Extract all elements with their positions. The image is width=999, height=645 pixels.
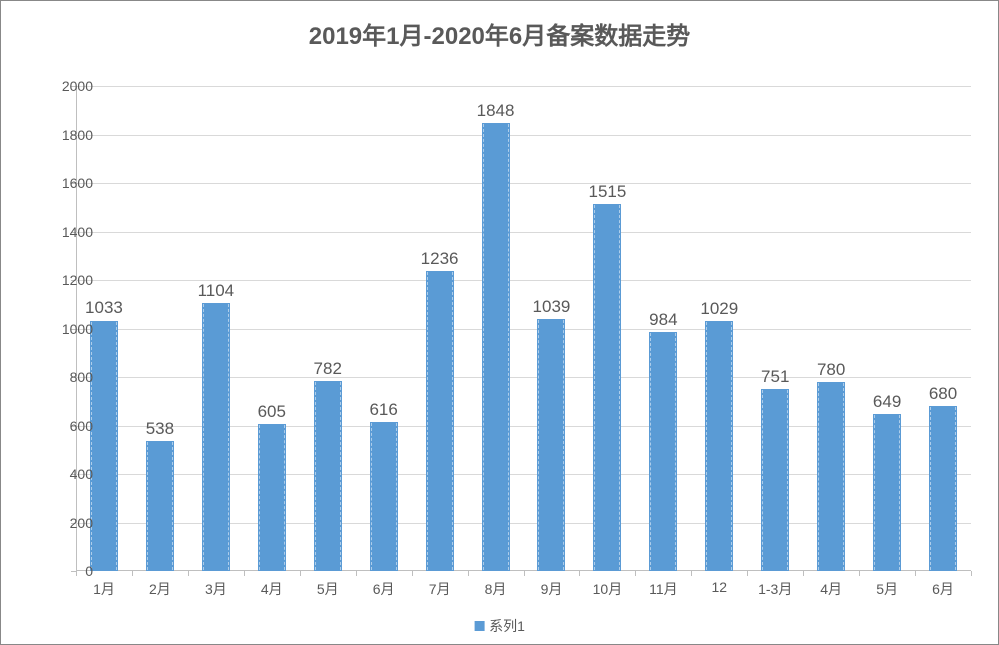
x-tick	[859, 571, 860, 576]
bar	[314, 381, 342, 571]
grid-line	[76, 86, 971, 87]
data-label: 1039	[533, 297, 571, 317]
x-tick	[188, 571, 189, 576]
x-axis-label: 3月	[205, 579, 227, 599]
x-axis-label: 10月	[593, 579, 623, 599]
data-label: 1848	[477, 101, 515, 121]
data-label: 984	[649, 310, 677, 330]
bar	[817, 382, 845, 571]
bar	[537, 319, 565, 571]
x-axis-label: 4月	[820, 579, 842, 599]
y-axis-label: 2000	[33, 78, 93, 94]
x-axis-label: 6月	[373, 579, 395, 599]
x-axis-label: 5月	[317, 579, 339, 599]
y-axis-label: 400	[33, 466, 93, 482]
x-axis-label: 5月	[876, 579, 898, 599]
bar	[426, 271, 454, 571]
chart-container: 2019年1月-2020年6月备案数据走势 系列1 0 200 400 600 800 1…	[0, 0, 999, 645]
chart-title: 2019年1月-2020年6月备案数据走势	[1, 1, 998, 51]
x-tick	[244, 571, 245, 576]
data-label: 649	[873, 392, 901, 412]
data-label: 616	[369, 400, 397, 420]
bar	[761, 389, 789, 571]
data-label: 605	[258, 402, 286, 422]
grid-line	[76, 135, 971, 136]
data-label: 780	[817, 360, 845, 380]
bar	[705, 321, 733, 571]
y-axis-label: 1600	[33, 175, 93, 191]
data-label: 680	[929, 384, 957, 404]
x-axis-label: 1月	[93, 579, 115, 599]
x-tick	[468, 571, 469, 576]
data-label: 1515	[588, 182, 626, 202]
x-axis-label: 6月	[932, 579, 954, 599]
legend-label: 系列1	[489, 616, 525, 636]
bar	[258, 424, 286, 571]
x-tick	[747, 571, 748, 576]
bar	[370, 422, 398, 571]
plot-area	[76, 86, 971, 571]
bar	[593, 204, 621, 571]
y-axis-label: 800	[33, 369, 93, 385]
bar	[146, 441, 174, 571]
grid-line	[76, 183, 971, 184]
x-tick	[691, 571, 692, 576]
x-tick	[803, 571, 804, 576]
y-axis-label: 600	[33, 418, 93, 434]
legend-swatch	[474, 621, 484, 631]
legend: 系列1	[474, 616, 525, 636]
bar	[202, 303, 230, 571]
x-tick	[132, 571, 133, 576]
bar	[873, 414, 901, 571]
grid-line	[76, 232, 971, 233]
data-label: 751	[761, 367, 789, 387]
x-axis-label: 11月	[649, 579, 678, 599]
x-axis-label: 12	[711, 579, 727, 595]
data-label: 1104	[198, 281, 235, 301]
x-axis-label: 2月	[149, 579, 171, 599]
bar	[90, 321, 118, 572]
x-tick	[412, 571, 413, 576]
data-label: 1029	[700, 299, 738, 319]
y-axis-label: 1000	[33, 321, 93, 337]
data-label: 1236	[421, 249, 459, 269]
y-axis-label: 1200	[33, 272, 93, 288]
y-axis-label: 0	[33, 563, 93, 579]
x-tick	[635, 571, 636, 576]
y-axis-label: 1400	[33, 224, 93, 240]
x-tick	[300, 571, 301, 576]
x-axis-label: 4月	[261, 579, 283, 599]
x-axis-label: 9月	[541, 579, 563, 599]
x-tick	[356, 571, 357, 576]
x-tick	[579, 571, 580, 576]
x-axis-label: 7月	[429, 579, 451, 599]
y-axis-label: 200	[33, 515, 93, 531]
y-axis-label: 1800	[33, 127, 93, 143]
x-tick	[524, 571, 525, 576]
bar	[929, 406, 957, 571]
x-tick	[915, 571, 916, 576]
data-label: 538	[146, 419, 174, 439]
bar	[482, 123, 510, 571]
x-tick	[971, 571, 972, 576]
data-label: 782	[314, 359, 342, 379]
data-label: 1033	[85, 298, 123, 318]
x-axis-label: 8月	[485, 579, 507, 599]
x-axis-label: 1-3月	[758, 579, 792, 599]
bar	[649, 332, 677, 571]
